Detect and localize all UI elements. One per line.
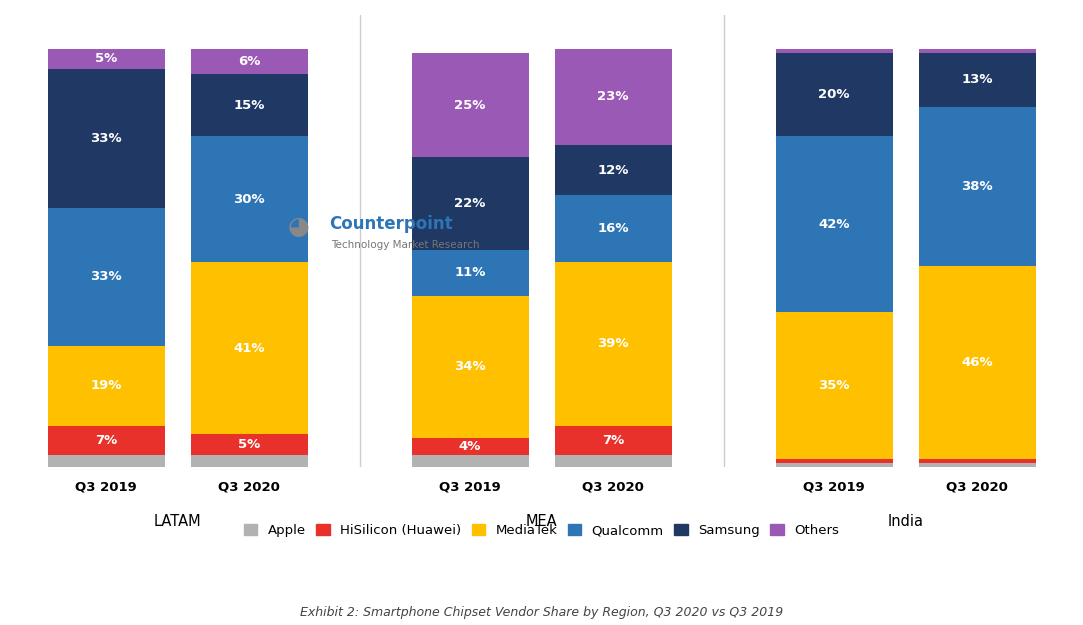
- Bar: [48, 69, 165, 208]
- Bar: [775, 459, 892, 463]
- Bar: [918, 459, 1035, 463]
- Text: 33%: 33%: [90, 132, 121, 145]
- Text: 6%: 6%: [238, 54, 260, 68]
- Text: LATAM: LATAM: [154, 514, 201, 529]
- Text: 19%: 19%: [90, 379, 121, 392]
- Text: 22%: 22%: [454, 197, 485, 210]
- Bar: [775, 312, 892, 459]
- Bar: [48, 208, 165, 346]
- Bar: [554, 195, 671, 262]
- Text: 4%: 4%: [459, 440, 481, 453]
- Text: 38%: 38%: [962, 180, 993, 193]
- Bar: [48, 455, 165, 468]
- Bar: [191, 455, 308, 468]
- Text: 16%: 16%: [597, 222, 629, 235]
- Text: 23%: 23%: [597, 90, 629, 103]
- Text: 35%: 35%: [819, 379, 850, 392]
- Text: 7%: 7%: [602, 434, 624, 447]
- Bar: [775, 52, 892, 136]
- Text: 33%: 33%: [90, 271, 121, 283]
- Text: 42%: 42%: [819, 218, 850, 231]
- Text: 13%: 13%: [962, 74, 993, 86]
- Bar: [412, 52, 529, 158]
- Text: Technology Market Research: Technology Market Research: [331, 241, 480, 251]
- Text: 5%: 5%: [238, 438, 260, 451]
- Text: 25%: 25%: [454, 99, 485, 112]
- Bar: [918, 49, 1035, 52]
- Text: 11%: 11%: [454, 266, 485, 279]
- Bar: [48, 49, 165, 69]
- Bar: [191, 74, 308, 136]
- Text: Exhibit 2: Smartphone Chipset Vendor Share by Region, Q3 2020 vs Q3 2019: Exhibit 2: Smartphone Chipset Vendor Sha…: [300, 606, 783, 619]
- Bar: [191, 49, 308, 74]
- Bar: [554, 262, 671, 426]
- Bar: [191, 434, 308, 455]
- Bar: [775, 463, 892, 468]
- Text: MEA: MEA: [525, 514, 558, 529]
- Bar: [48, 346, 165, 426]
- Text: 46%: 46%: [962, 356, 993, 369]
- Bar: [412, 296, 529, 438]
- Text: 41%: 41%: [233, 342, 264, 354]
- Text: 39%: 39%: [597, 338, 629, 351]
- Text: 34%: 34%: [454, 361, 486, 373]
- Text: 20%: 20%: [819, 88, 850, 101]
- Text: Counterpoint: Counterpoint: [329, 216, 453, 234]
- Text: 7%: 7%: [95, 434, 117, 447]
- Text: ◕: ◕: [288, 214, 310, 239]
- Bar: [775, 136, 892, 312]
- Bar: [554, 426, 671, 455]
- Bar: [554, 455, 671, 468]
- Bar: [918, 266, 1035, 459]
- Bar: [191, 136, 308, 262]
- Text: 15%: 15%: [233, 99, 264, 112]
- Bar: [918, 52, 1035, 107]
- Bar: [412, 438, 529, 455]
- Bar: [412, 158, 529, 249]
- Bar: [775, 49, 892, 52]
- Text: 12%: 12%: [598, 164, 629, 176]
- Bar: [918, 107, 1035, 266]
- Text: 5%: 5%: [95, 52, 117, 66]
- Bar: [48, 426, 165, 455]
- Text: 30%: 30%: [233, 193, 265, 206]
- Bar: [412, 249, 529, 296]
- Bar: [554, 145, 671, 195]
- Bar: [191, 262, 308, 434]
- Text: India: India: [887, 514, 924, 529]
- Bar: [554, 49, 671, 145]
- Bar: [918, 463, 1035, 468]
- Bar: [412, 455, 529, 468]
- Legend: Apple, HiSilicon (Huawei), MediaTek, Qualcomm, Samsung, Others: Apple, HiSilicon (Huawei), MediaTek, Qua…: [238, 519, 845, 542]
